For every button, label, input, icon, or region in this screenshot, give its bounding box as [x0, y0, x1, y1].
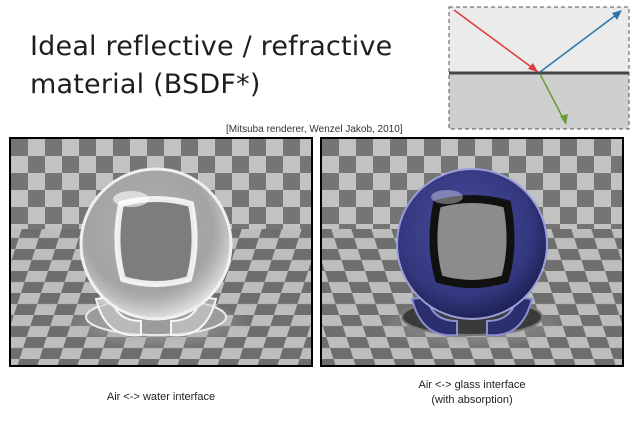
upper-medium: [449, 7, 629, 73]
caption-glass-line-2: (with absorption): [431, 394, 513, 406]
reflected-ray: [539, 11, 621, 73]
refracted-arrowhead: [560, 114, 568, 125]
caption-glass-line-1: Air <-> glass interface: [418, 379, 526, 391]
caption-water: Air <-> water interface: [106, 391, 216, 403]
lower-medium: [449, 73, 629, 129]
render-air-water: [9, 137, 313, 367]
slide-title: Ideal reflective / refractive material (…: [30, 28, 392, 104]
sphere-inner-window: [114, 196, 198, 287]
reflection-refraction-diagram: [448, 6, 630, 130]
sphere-highlight: [113, 191, 149, 207]
citation: [Mitsuba renderer, Wenzel Jakob, 2010]: [226, 124, 403, 135]
diagram-frame: [448, 6, 630, 130]
reflected-arrowhead: [612, 10, 622, 20]
incident-ray: [453, 9, 539, 73]
incident-arrowhead: [528, 63, 538, 72]
title-line-1: Ideal reflective / refractive: [30, 31, 393, 62]
caption-glass: Air <-> glass interface (with absorption…: [320, 378, 624, 408]
title-line-2: material (BSDF*): [30, 69, 261, 100]
sphere-highlight: [431, 190, 463, 204]
render-air-glass: [320, 137, 624, 367]
sphere-inner-window: [429, 195, 515, 288]
refracted-ray: [539, 73, 566, 123]
